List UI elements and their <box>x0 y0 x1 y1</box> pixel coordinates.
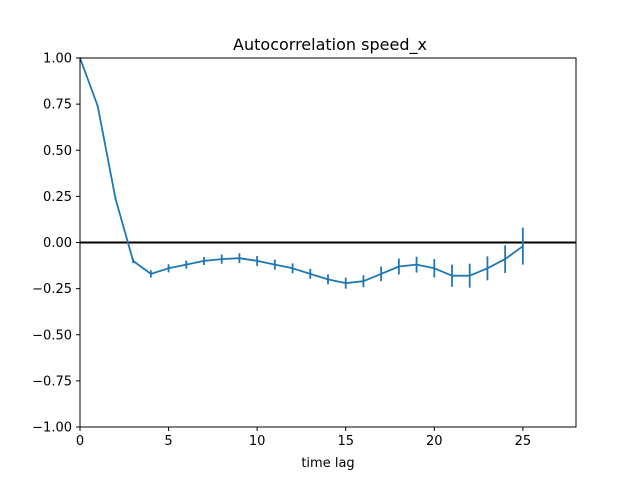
y-tick-label: 0.50 <box>43 144 72 159</box>
data-point <box>521 245 524 248</box>
data-point <box>468 274 471 277</box>
x-tick-label: 10 <box>249 434 266 449</box>
data-point <box>238 257 241 260</box>
x-tick-label: 15 <box>337 434 354 449</box>
data-point <box>291 267 294 270</box>
data-point <box>203 260 205 262</box>
data-point <box>504 258 507 261</box>
data-point <box>273 263 276 266</box>
data-point <box>362 280 365 283</box>
data-point <box>114 197 117 200</box>
data-point <box>344 282 347 284</box>
data-point <box>185 263 188 266</box>
data-point <box>327 278 329 281</box>
x-tick-label: 25 <box>515 434 532 449</box>
data-point <box>380 272 383 275</box>
x-axis-label: time lag <box>301 456 354 471</box>
data-point <box>132 260 135 262</box>
y-tick-label: 0.00 <box>43 236 72 251</box>
data-point <box>415 263 418 266</box>
y-tick-label: −0.25 <box>32 282 72 297</box>
x-tick-label: 5 <box>164 434 172 449</box>
series-line <box>79 57 524 285</box>
data-point <box>433 267 436 270</box>
data-point <box>309 272 312 275</box>
data-point <box>220 258 223 261</box>
y-tick-label: −1.00 <box>32 421 72 436</box>
data-point <box>256 260 259 262</box>
x-tick-label: 0 <box>76 434 84 449</box>
y-tick-label: 0.75 <box>43 98 72 113</box>
y-tick-label: −0.75 <box>32 374 72 389</box>
plot-area: 0 5 10 15 20 25 1.00 0.75 0.50 0.25 0.00 −0.25 −0.50… <box>32 52 577 449</box>
chart-title: Autocorrelation speed_x <box>233 35 427 55</box>
data-point <box>149 272 152 275</box>
data-point <box>451 274 453 277</box>
data-point <box>167 267 170 270</box>
data-point <box>397 265 400 268</box>
data-point <box>486 267 489 270</box>
y-tick-label: −0.50 <box>32 328 72 343</box>
y-tick-label: 1.00 <box>43 52 72 67</box>
x-tick-label: 20 <box>426 434 443 449</box>
data-point <box>96 105 99 107</box>
y-tick-label: 0.25 <box>43 190 72 205</box>
